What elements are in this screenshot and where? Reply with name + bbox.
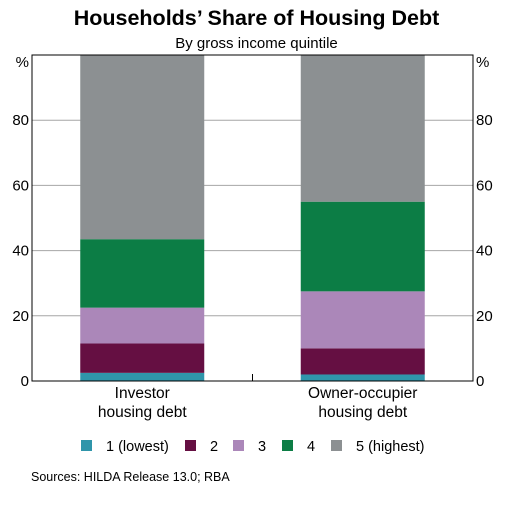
x-category-label: housing debt — [98, 404, 187, 421]
source-note: Sources: HILDA Release 13.0; RBA — [31, 470, 230, 484]
legend-swatch — [185, 440, 196, 451]
bar-segment — [80, 307, 205, 344]
chart-subtitle: By gross income quintile — [175, 35, 338, 52]
bar-segment — [80, 343, 205, 373]
y-tick-label-left: 20 — [12, 308, 29, 325]
plot-frame — [31, 54, 474, 382]
bar-segment — [300, 348, 425, 375]
legend-label: 4 — [307, 439, 315, 455]
x-category-label: housing debt — [318, 404, 407, 421]
y-tick-label-right: 80 — [476, 112, 493, 129]
bar-segment — [300, 201, 425, 292]
bar-segment — [80, 372, 205, 381]
y-tick-labels: 0 0 20 20 40 40 60 60 80 80%% — [12, 54, 492, 390]
x-category-label: Owner-occupier — [308, 385, 417, 402]
bar-segment — [300, 374, 425, 381]
bars — [80, 55, 425, 381]
y-tick-label-right: 0 — [476, 373, 484, 390]
bar-segment — [300, 55, 425, 202]
legend-swatch — [331, 440, 342, 451]
bar-segment — [80, 239, 205, 308]
chart-title: Households’ Share of Housing Debt — [73, 6, 440, 30]
legend-swatch — [233, 440, 244, 451]
legend-swatch — [81, 440, 92, 451]
legend-swatch — [282, 440, 293, 451]
x-category-labels: Investor housing debt Owner-occupier housin… — [98, 385, 418, 421]
y-tick-label-right: 20 — [476, 308, 493, 325]
bar-segment — [300, 291, 425, 349]
legend-label: 3 — [258, 439, 266, 455]
y-tick-label-left: 0 — [21, 373, 29, 390]
y-unit-label-right: % — [476, 54, 489, 71]
y-tick-label-left: 60 — [12, 177, 29, 194]
legend-label: 1 (lowest) — [106, 439, 169, 455]
legend-label: 2 — [210, 439, 218, 455]
y-unit-label-left: % — [16, 54, 29, 71]
legend: 1 (lowest) 2 3 4 5 (highest) — [81, 439, 425, 455]
y-tick-label-right: 60 — [476, 177, 493, 194]
y-tick-label-right: 40 — [476, 243, 493, 260]
x-category-label: Investor — [115, 385, 170, 402]
legend-label: 5 (highest) — [356, 439, 425, 455]
y-tick-label-left: 40 — [12, 243, 29, 260]
y-tick-label-left: 80 — [12, 112, 29, 129]
bar-segment — [80, 55, 205, 240]
